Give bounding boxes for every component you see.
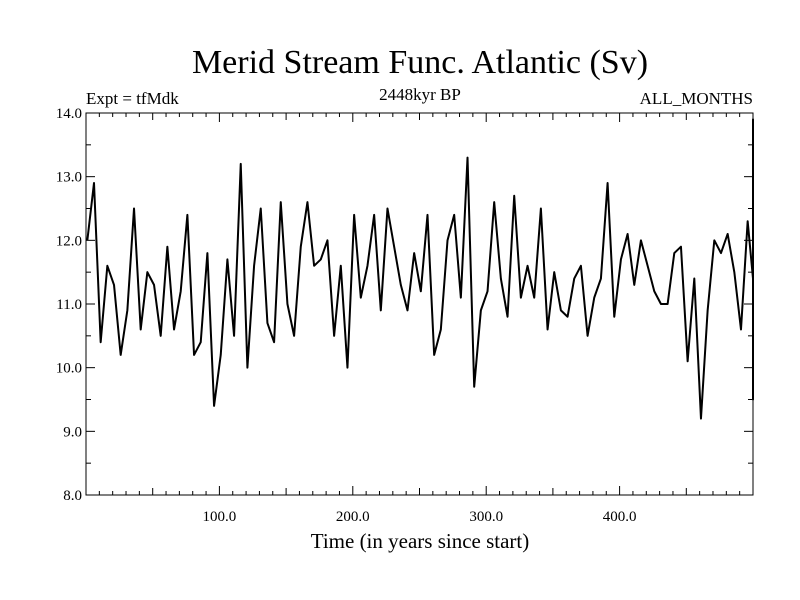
series-line xyxy=(86,118,754,420)
y-tick-label: 12.0 xyxy=(56,233,82,249)
y-tick-label: 8.0 xyxy=(63,488,82,504)
y-tick-label: 14.0 xyxy=(56,106,82,122)
months-label: ALL_MONTHS xyxy=(640,89,753,108)
y-axis: 8.0 9.0 10.0 11.0 12.0 13.0 14.0 xyxy=(56,106,753,504)
y-tick-label: 11.0 xyxy=(56,297,82,313)
y-tick-label: 13.0 xyxy=(56,170,82,186)
chart-title: Merid Stream Func. Atlantic (Sv) xyxy=(192,44,648,81)
experiment-label: Expt = tfMdk xyxy=(86,89,179,108)
y-tick-label: 10.0 xyxy=(56,361,82,377)
x-tick-label: 400.0 xyxy=(603,509,637,525)
x-tick-label: 300.0 xyxy=(469,509,503,525)
x-axis-label: Time (in years since start) xyxy=(311,529,530,553)
x-axis: 100.0 200.0 300.0 400.0 xyxy=(98,113,741,525)
y-tick-label: 9.0 xyxy=(63,424,82,440)
plot-frame xyxy=(85,112,754,496)
time-period-label: 2448kyr BP xyxy=(379,85,461,104)
x-tick-label: 200.0 xyxy=(336,509,370,525)
x-tick-label: 100.0 xyxy=(203,509,237,525)
